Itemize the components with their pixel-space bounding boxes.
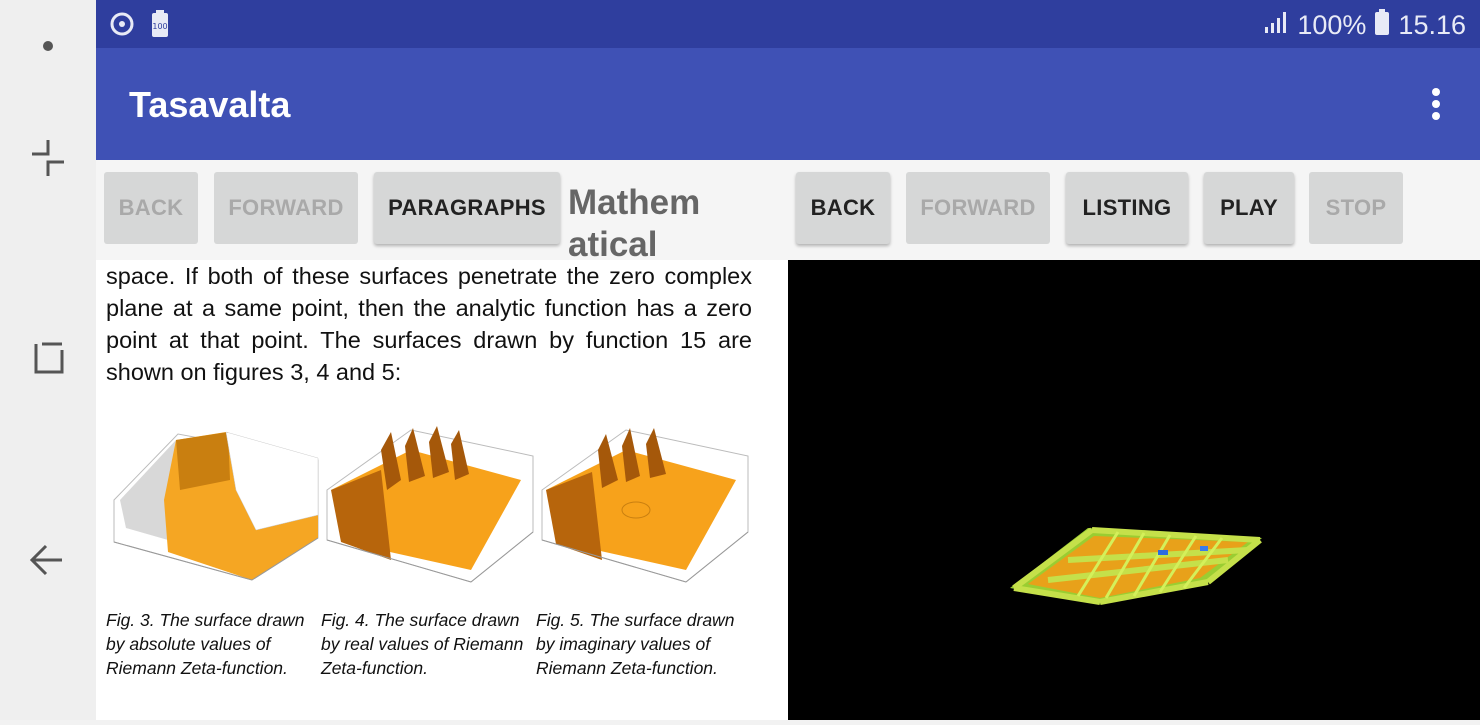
toolbar: BACK FORWARD PARAGRAPHS Mathem atical BA… <box>96 160 1480 264</box>
figure-5: Fig. 5. The surface drawn by imaginary v… <box>536 420 752 680</box>
figure-4-caption: Fig. 4. The surface drawn by real values… <box>321 610 524 678</box>
app-bar: Tasavalta <box>96 48 1480 160</box>
signal-icon <box>1263 9 1289 42</box>
figure-3-surface-image <box>113 431 319 581</box>
viewer-back-button[interactable]: BACK <box>796 172 890 244</box>
figure-4-surface-image <box>326 426 534 583</box>
recent-apps-icon[interactable] <box>24 134 72 182</box>
viewer-forward-button[interactable]: FORWARD <box>906 172 1050 244</box>
text-back-button[interactable]: BACK <box>104 172 198 244</box>
clock: 15.16 <box>1398 10 1466 40</box>
back-arrow-icon[interactable] <box>24 536 72 584</box>
text-forward-button[interactable]: FORWARD <box>214 172 358 244</box>
sync-icon <box>108 10 136 43</box>
svg-text:100: 100 <box>152 22 167 31</box>
stop-button[interactable]: STOP <box>1309 172 1403 244</box>
figure-3: Fig. 3. The surface drawn by absolute va… <box>106 420 322 680</box>
document-pane[interactable]: space. If both of these surfaces penetra… <box>96 260 788 720</box>
figure-3-caption: Fig. 3. The surface drawn by absolute va… <box>106 610 305 678</box>
status-bar: 100 100% 15.16 <box>96 0 1480 48</box>
document-paragraph: space. If both of these surfaces penetra… <box>106 263 752 385</box>
navigation-rail <box>0 0 96 720</box>
section-title: Mathem atical <box>568 183 701 264</box>
3d-viewer[interactable] <box>788 260 1480 720</box>
figure-5-surface-image <box>541 428 749 583</box>
overflow-menu-icon[interactable] <box>1416 84 1456 124</box>
battery-percent: 100% <box>1297 10 1367 40</box>
battery-icon <box>1374 8 1390 43</box>
battery-saver-icon: 100 <box>150 10 170 43</box>
app-title: Tasavalta <box>129 84 291 125</box>
figure-5-caption: Fig. 5. The surface drawn by imaginary v… <box>536 610 735 678</box>
wireframe-surface-model <box>1010 527 1262 605</box>
play-button[interactable]: PLAY <box>1204 172 1294 244</box>
figure-4: Fig. 4. The surface drawn by real values… <box>321 420 537 680</box>
listing-button[interactable]: LISTING <box>1066 172 1188 244</box>
recents-dot-icon[interactable] <box>24 22 72 70</box>
home-icon[interactable] <box>24 334 72 382</box>
paragraphs-button[interactable]: PARAGRAPHS <box>374 172 560 244</box>
